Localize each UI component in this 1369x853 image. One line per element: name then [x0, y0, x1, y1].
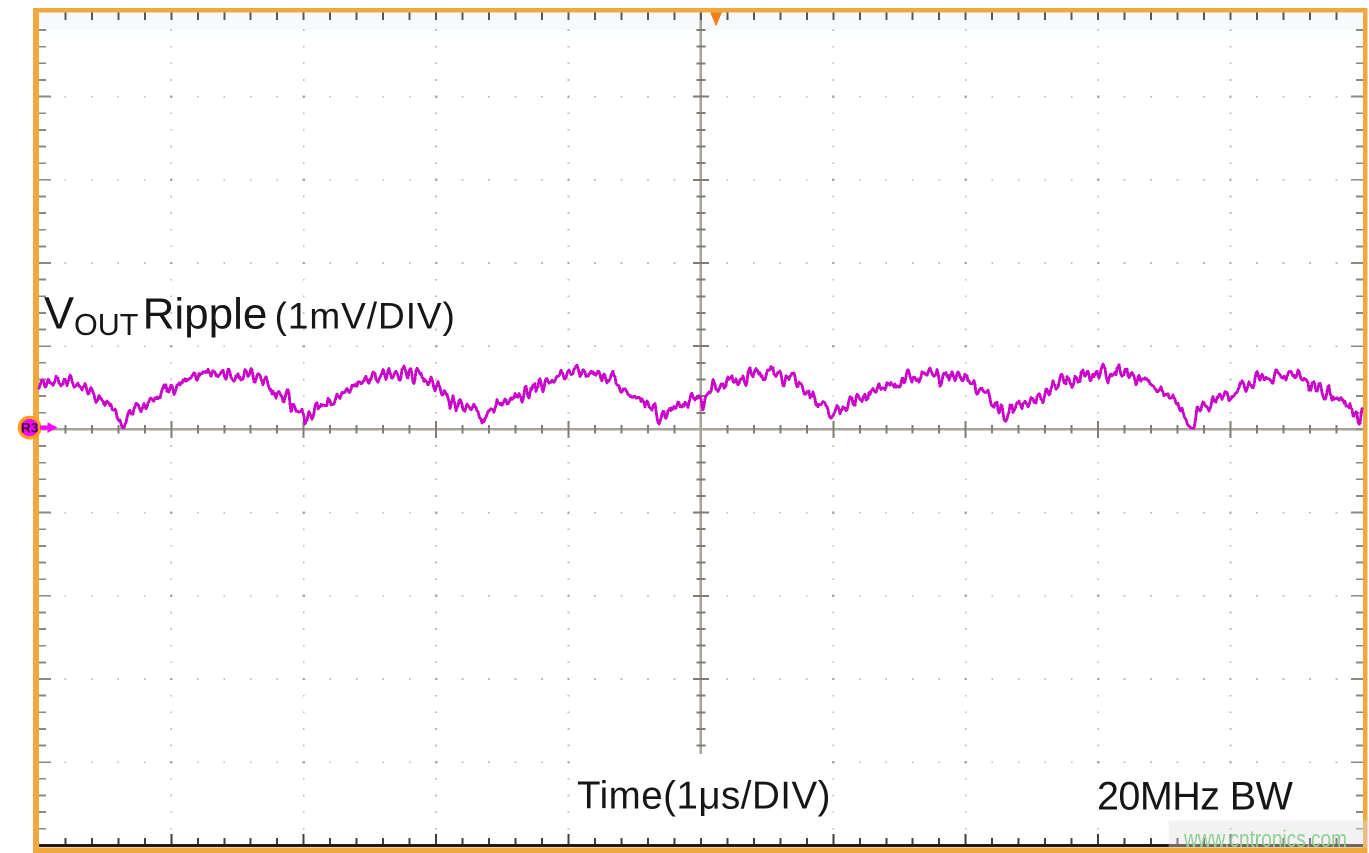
svg-text:www.cntronics.com: www.cntronics.com — [1183, 826, 1347, 853]
svg-text:R3: R3 — [21, 420, 39, 435]
svg-text:Time(1μs/DIV): Time(1μs/DIV) — [577, 774, 831, 817]
svg-text:20MHz BW: 20MHz BW — [1097, 775, 1294, 819]
svg-text:VOUT Ripple (1mV/DIV): VOUT Ripple (1mV/DIV) — [44, 287, 456, 342]
